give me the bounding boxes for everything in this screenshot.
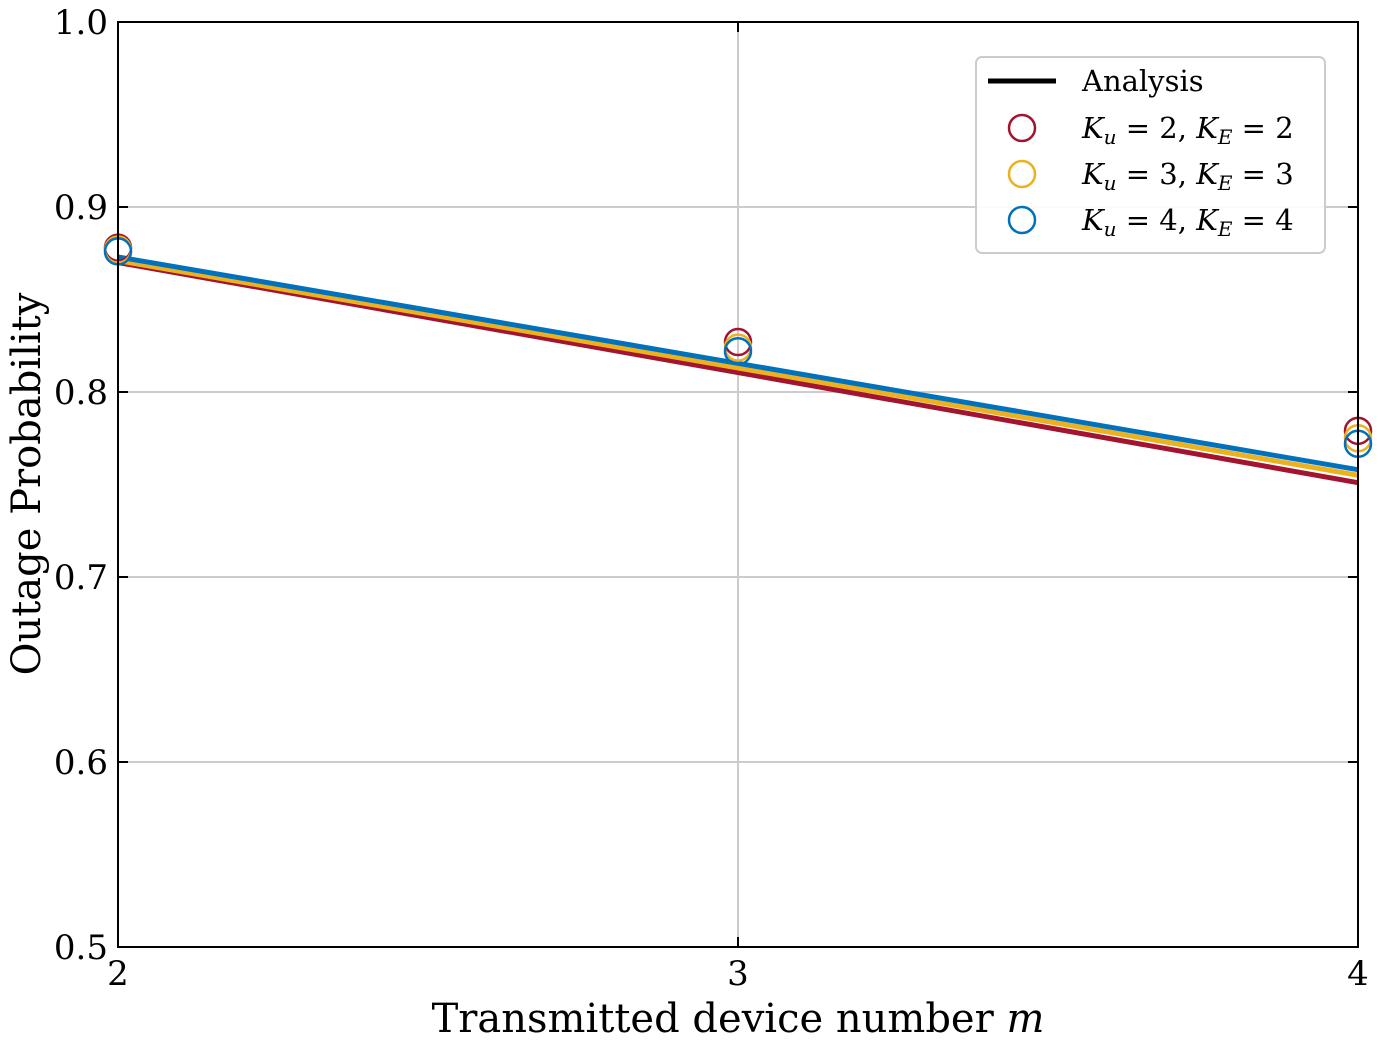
y-tick-label: 0.8 bbox=[54, 373, 108, 413]
x-tick-label: 3 bbox=[727, 954, 749, 994]
legend-label-series-3: Ku = 4, KE = 4 bbox=[1081, 203, 1294, 241]
y-axis-title: Outage Probability bbox=[4, 292, 50, 675]
legend-label-series-1: Ku = 2, KE = 2 bbox=[1081, 111, 1294, 149]
sim-point-series-3 bbox=[723, 337, 753, 366]
legend-marker-series-3 bbox=[1007, 205, 1037, 235]
legend: Analysis Ku = 2, KE = 2Ku = 3, KE = 3Ku … bbox=[975, 56, 1326, 254]
legend-analysis-label: Analysis bbox=[1081, 64, 1204, 98]
legend-label-part: = 2, bbox=[1117, 111, 1197, 145]
analysis-line-series-1 bbox=[117, 260, 1359, 486]
y-tick-label: 0.7 bbox=[54, 558, 108, 598]
tick-labels: 2 3 4 0.5 0.6 0.7 0.8 0.9 1.0 bbox=[54, 3, 1369, 994]
legend-label-part: = 4, bbox=[1117, 203, 1197, 237]
legend-label-part: E bbox=[1217, 125, 1233, 149]
x-axis-title: Transmitted device number m bbox=[432, 996, 1045, 1042]
y-tick-label: 0.6 bbox=[54, 743, 108, 783]
legend-label-part: K bbox=[1195, 157, 1220, 191]
y-tick-label: 0.9 bbox=[54, 188, 108, 228]
x-axis-title-text: Transmitted device number bbox=[432, 996, 995, 1042]
legend-label-part: = 2 bbox=[1232, 111, 1293, 145]
x-tick-label: 2 bbox=[107, 954, 129, 994]
legend-label-part: u bbox=[1104, 217, 1117, 241]
analysis-line-series-2 bbox=[117, 258, 1359, 478]
legend-label-part: E bbox=[1217, 217, 1233, 241]
legend-label-part: E bbox=[1217, 171, 1233, 195]
axis-ticks bbox=[117, 21, 1359, 948]
y-tick-label: 1.0 bbox=[54, 3, 108, 43]
legend-label-part: K bbox=[1081, 157, 1106, 191]
x-axis-title-variable: m bbox=[1006, 996, 1044, 1042]
legend-marker-series-1 bbox=[1007, 113, 1037, 143]
legend-label-part: = 4 bbox=[1232, 203, 1293, 237]
legend-label-part: u bbox=[1104, 171, 1117, 195]
y-tick-label: 0.5 bbox=[54, 928, 108, 968]
x-tick-label: 4 bbox=[1347, 954, 1369, 994]
legend-label-part: u bbox=[1104, 125, 1117, 149]
legend-label-part: K bbox=[1081, 111, 1106, 145]
legend-marker-series-2 bbox=[1007, 159, 1037, 189]
legend-label-part: = 3 bbox=[1232, 157, 1293, 191]
legend-label-part: K bbox=[1195, 203, 1220, 237]
legend-label-part: K bbox=[1195, 111, 1220, 145]
legend-label-part: = 3, bbox=[1117, 157, 1197, 191]
legend-box bbox=[975, 56, 1326, 254]
legend-label-series-2: Ku = 3, KE = 3 bbox=[1081, 157, 1294, 195]
legend-label-part: K bbox=[1081, 203, 1106, 237]
